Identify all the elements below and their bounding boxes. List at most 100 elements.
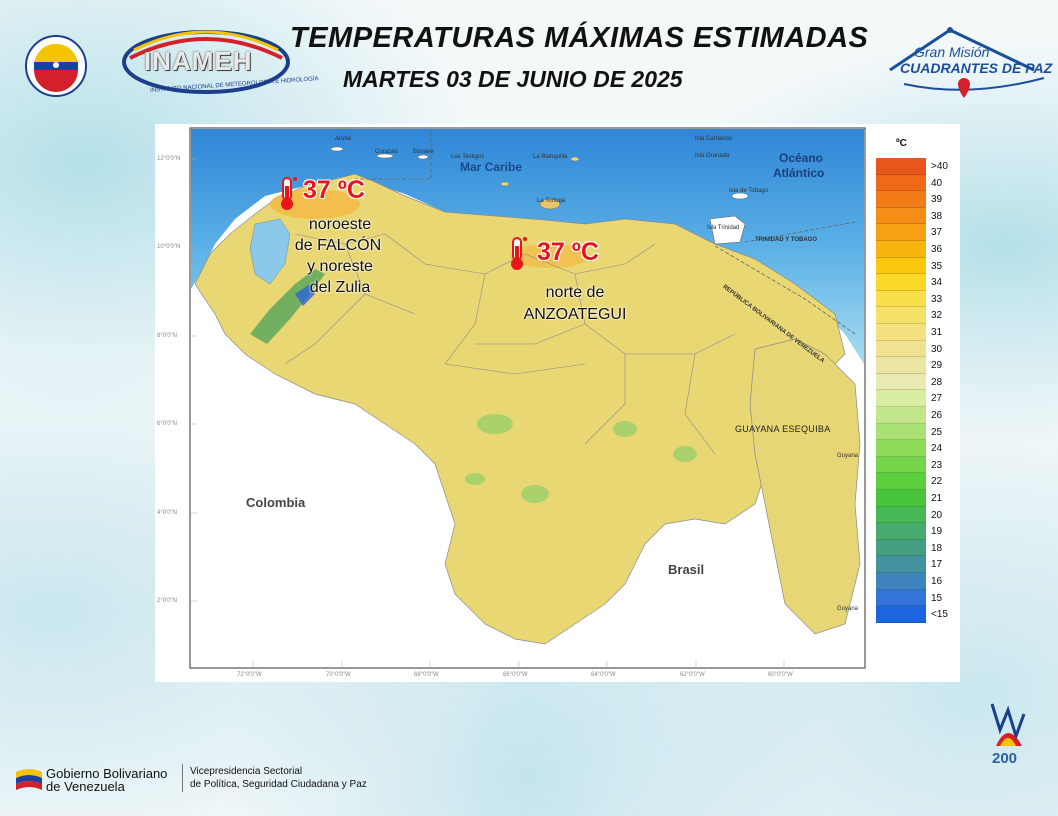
legend-entry: 23 <box>874 456 964 474</box>
legend-label: 15 <box>931 592 943 604</box>
gobierno-bolivariano-logo: Gobierno Bolivariano de Venezuela <box>14 760 194 796</box>
legend-swatch <box>876 207 926 225</box>
annotation-anzoategui-temp: 37 ºC <box>537 238 599 266</box>
legend-entry: 24 <box>874 440 964 457</box>
legend-swatch <box>876 606 926 623</box>
legend-unit: ºC <box>896 138 907 149</box>
legend-swatch <box>876 423 926 441</box>
temperature-legend: ºC >40 40 39 38 37 36 35 34 33 32 31 30 29 28 27 26 25 24… <box>874 138 964 628</box>
place-carriacou: Isla Carriacou <box>695 136 733 142</box>
place-trinidad: Isla Trinidad <box>707 225 740 231</box>
bicentenario-text: 200 <box>992 750 1018 767</box>
place-tobago: Isla de Tobago <box>729 188 768 194</box>
legend-swatch <box>876 324 926 341</box>
lon-label: 60°0'0"W <box>768 672 793 678</box>
legend-entry: 27 <box>874 390 964 407</box>
lon-label: 62°0'0"W <box>680 672 705 678</box>
lon-label: 68°0'0"W <box>414 672 439 678</box>
legend-label: 17 <box>931 559 943 571</box>
legend-label: 28 <box>931 376 943 388</box>
page-subtitle: MARTES 03 DE JUNIO DE 2025 <box>343 66 683 92</box>
place-guyana: Guyana <box>837 453 859 459</box>
legend-label: 25 <box>931 426 943 438</box>
map-canvas <box>189 127 866 669</box>
gran-mision-text: Gran Misión <box>914 44 990 60</box>
legend-swatch <box>876 241 926 258</box>
legend-label: 27 <box>931 393 943 405</box>
place-atlantico: Atlántico <box>773 166 825 180</box>
legend-label: 20 <box>931 509 943 521</box>
lat-label: 8°0'0"N <box>157 333 178 339</box>
vicepresidencia-line1: Vicepresidencia Sectorial <box>190 766 303 777</box>
annotation-anzoategui-line1: norte de <box>545 284 605 301</box>
legend-entry: 32 <box>874 307 964 324</box>
legend-label: 18 <box>931 542 943 554</box>
legend-entry: <15 <box>874 606 964 623</box>
legend-entry: 40 <box>874 174 964 192</box>
legend-swatch <box>876 440 926 457</box>
page-title: TEMPERATURAS MÁXIMAS ESTIMADAS <box>290 22 869 54</box>
lat-label: 10°0'0"N <box>157 244 181 250</box>
legend-swatch <box>876 307 926 324</box>
legend-label: 31 <box>931 327 943 338</box>
legend-label: 33 <box>931 293 943 305</box>
legend-label: <15 <box>931 609 948 621</box>
legend-swatch <box>876 473 926 490</box>
legend-swatch <box>876 523 926 540</box>
legend-entry: 37 <box>874 224 964 241</box>
lat-label: 12°0'0"N <box>157 156 181 162</box>
place-granada: Isla Granada <box>695 153 730 159</box>
legend-swatch <box>876 573 926 590</box>
lat-label: 2°0'0"N <box>157 598 178 604</box>
temperature-map: 12°0'0"N 10°0'0"N 8°0'0"N 6°0'0"N 4°0'0"… <box>155 124 960 682</box>
annotation-anzoategui-line2: ANZOATEGUI <box>523 306 627 323</box>
legend-entry: 38 <box>874 207 964 225</box>
lon-label: 66°0'0"W <box>503 672 528 678</box>
legend-swatch <box>876 539 926 557</box>
legend-swatch <box>876 224 926 241</box>
legend-entry: 35 <box>874 257 964 275</box>
place-los-testigos: Los Testigos <box>451 154 485 160</box>
legend-entry: 33 <box>874 290 964 308</box>
legend-entry: 29 <box>874 357 964 374</box>
inameh-logo: INAMEH INSTITUTO NACIONAL DE METEOROLOGÍ… <box>122 28 319 96</box>
place-la-tortuga: La Tortuga <box>537 198 566 204</box>
legend-label: 36 <box>931 244 943 255</box>
legend-label: 21 <box>931 493 943 504</box>
thermometer-icon <box>281 177 297 210</box>
gobierno-line2: de Venezuela <box>46 779 125 794</box>
legend-entry: 28 <box>874 373 964 391</box>
legend-entry: 16 <box>874 573 964 590</box>
footer-divider <box>182 764 183 792</box>
legend-label: 19 <box>931 526 943 538</box>
legend-swatch <box>876 357 926 374</box>
legend-label: 32 <box>931 310 943 322</box>
legend-swatch <box>876 407 926 424</box>
place-colombia: Colombia <box>246 495 306 510</box>
place-bonaire: Bonaire <box>413 149 434 155</box>
lon-label: 72°0'0"W <box>237 672 262 678</box>
legend-entry: 18 <box>874 539 964 557</box>
gobierno-line1: Gobierno Bolivariano <box>46 766 168 781</box>
place-oceano: Océano <box>779 151 824 165</box>
legend-label: 26 <box>931 410 943 421</box>
legend-label: 22 <box>931 476 943 488</box>
legend-label: 34 <box>931 277 943 289</box>
legend-label: 24 <box>931 443 943 455</box>
legend-swatch <box>876 340 926 358</box>
legend-entry: 19 <box>874 523 964 540</box>
legend-label: 40 <box>931 177 943 189</box>
legend-entry: 25 <box>874 423 964 441</box>
lon-label: 70°0'0"W <box>326 672 351 678</box>
legend-label: 38 <box>931 210 943 222</box>
venezuela-flag-icon <box>16 769 42 790</box>
legend-swatch <box>876 373 926 391</box>
legend-entry: 39 <box>874 191 964 208</box>
legend-label: 23 <box>931 459 943 471</box>
lon-label: 64°0'0"W <box>591 672 616 678</box>
bicentenario-logo: 200 <box>982 700 1034 796</box>
legend-label: 39 <box>931 194 943 206</box>
legend-entry: 22 <box>874 473 964 490</box>
legend-swatch <box>876 174 926 192</box>
legend-entry: 36 <box>874 241 964 258</box>
